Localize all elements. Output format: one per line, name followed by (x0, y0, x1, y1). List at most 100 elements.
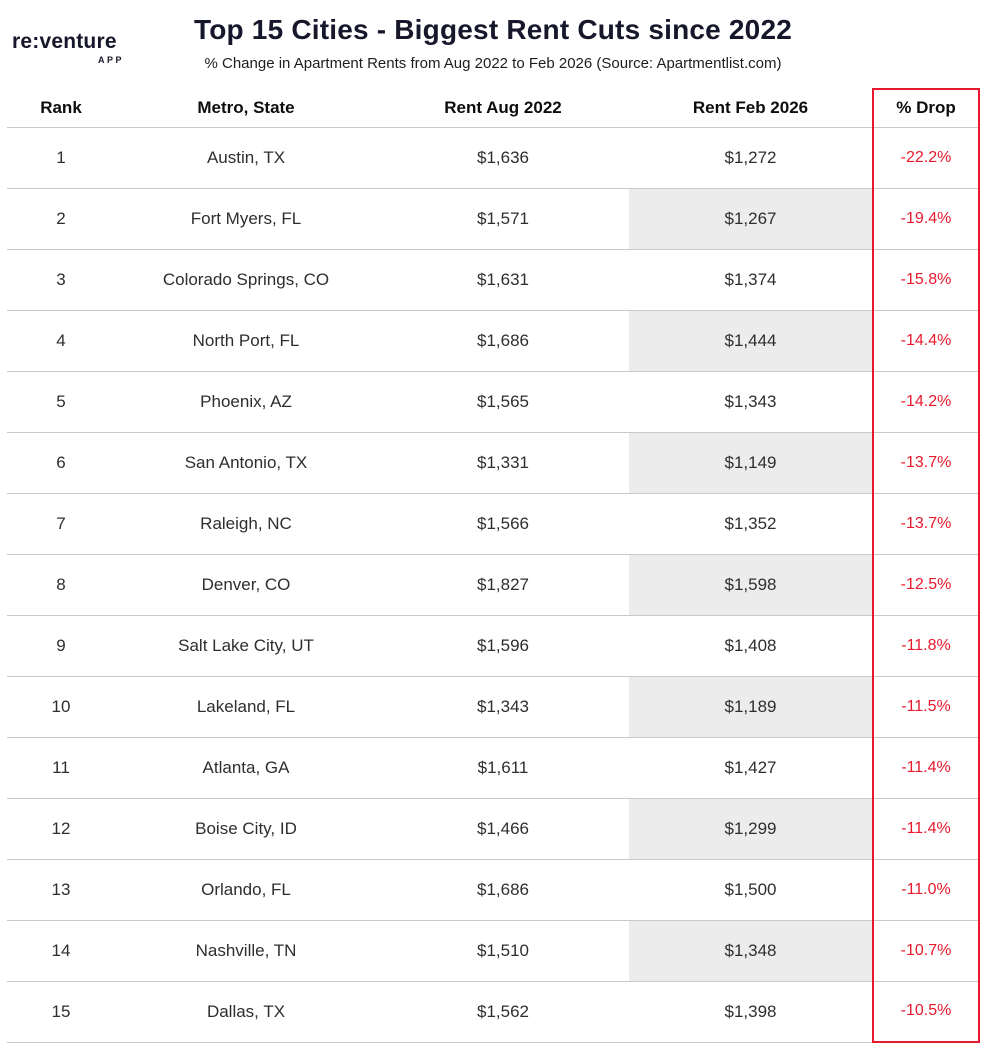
cell-rent-feb-2026: $1,272 (629, 127, 873, 189)
col-header-rank: Rank (7, 89, 115, 128)
cell-rent-feb-2026: $1,267 (629, 188, 873, 250)
table-row: 9 Salt Lake City, UT $1,596 $1,408 -11.8… (7, 615, 980, 677)
cell-pct-drop: -11.4% (872, 737, 980, 799)
col-header-pct-drop: % Drop (872, 88, 980, 128)
reventure-logo: re:venture APP (12, 30, 142, 65)
cell-pct-drop: -10.7% (872, 920, 980, 982)
cell-metro-state: Phoenix, AZ (115, 371, 377, 433)
cell-rent-aug-2022: $1,466 (377, 798, 629, 860)
cell-metro-state: Denver, CO (115, 554, 377, 616)
cell-metro-state: Atlanta, GA (115, 737, 377, 799)
table-row: 3 Colorado Springs, CO $1,631 $1,374 -15… (7, 249, 980, 311)
cell-rank: 3 (7, 249, 115, 311)
col-header-metro-state: Metro, State (115, 89, 377, 128)
page-header: re:venture APP Top 15 Cities - Biggest R… (0, 0, 986, 72)
cell-rank: 2 (7, 188, 115, 250)
table-row: 10 Lakeland, FL $1,343 $1,189 -11.5% (7, 676, 980, 738)
cell-rent-aug-2022: $1,331 (377, 432, 629, 494)
cell-metro-state: Boise City, ID (115, 798, 377, 860)
cell-metro-state: Lakeland, FL (115, 676, 377, 738)
page-title: Top 15 Cities - Biggest Rent Cuts since … (194, 14, 792, 45)
rent-cuts-table: Rank Metro, State Rent Aug 2022 Rent Feb… (7, 88, 980, 1043)
cell-rent-feb-2026: $1,189 (629, 676, 873, 738)
table-header-row: Rank Metro, State Rent Aug 2022 Rent Feb… (7, 88, 980, 128)
reventure-logo-wordmark: re:venture (12, 30, 117, 53)
col-header-rent-aug-2022: Rent Aug 2022 (377, 89, 629, 128)
cell-rank: 12 (7, 798, 115, 860)
table-row: 13 Orlando, FL $1,686 $1,500 -11.0% (7, 859, 980, 921)
cell-rent-aug-2022: $1,636 (377, 127, 629, 189)
cell-rent-aug-2022: $1,686 (377, 310, 629, 372)
cell-metro-state: Salt Lake City, UT (115, 615, 377, 677)
table-row: 8 Denver, CO $1,827 $1,598 -12.5% (7, 554, 980, 616)
table-body: 1 Austin, TX $1,636 $1,272 -22.2% 2 Fort… (7, 127, 980, 1043)
cell-rank: 4 (7, 310, 115, 372)
table-row: 14 Nashville, TN $1,510 $1,348 -10.7% (7, 920, 980, 982)
cell-rent-aug-2022: $1,631 (377, 249, 629, 311)
table-row: 6 San Antonio, TX $1,331 $1,149 -13.7% (7, 432, 980, 494)
page-subtitle: % Change in Apartment Rents from Aug 202… (204, 55, 782, 72)
table-row: 4 North Port, FL $1,686 $1,444 -14.4% (7, 310, 980, 372)
cell-pct-drop: -11.4% (872, 798, 980, 860)
cell-pct-drop: -11.0% (872, 859, 980, 921)
cell-rent-aug-2022: $1,510 (377, 920, 629, 982)
cell-rent-feb-2026: $1,352 (629, 493, 873, 555)
cell-pct-drop: -12.5% (872, 554, 980, 616)
cell-rent-feb-2026: $1,348 (629, 920, 873, 982)
cell-rent-feb-2026: $1,427 (629, 737, 873, 799)
cell-rent-feb-2026: $1,500 (629, 859, 873, 921)
cell-rent-aug-2022: $1,686 (377, 859, 629, 921)
cell-metro-state: San Antonio, TX (115, 432, 377, 494)
cell-rank: 14 (7, 920, 115, 982)
cell-rent-aug-2022: $1,343 (377, 676, 629, 738)
table-row: 5 Phoenix, AZ $1,565 $1,343 -14.2% (7, 371, 980, 433)
cell-rank: 13 (7, 859, 115, 921)
table-row: 1 Austin, TX $1,636 $1,272 -22.2% (7, 127, 980, 189)
cell-metro-state: Dallas, TX (115, 981, 377, 1043)
cell-pct-drop: -13.7% (872, 432, 980, 494)
cell-pct-drop: -11.8% (872, 615, 980, 677)
cell-pct-drop: -19.4% (872, 188, 980, 250)
cell-metro-state: Austin, TX (115, 127, 377, 189)
cell-pct-drop: -14.4% (872, 310, 980, 372)
cell-rent-feb-2026: $1,299 (629, 798, 873, 860)
cell-metro-state: Nashville, TN (115, 920, 377, 982)
cell-rent-aug-2022: $1,611 (377, 737, 629, 799)
table-row: 15 Dallas, TX $1,562 $1,398 -10.5% (7, 981, 980, 1043)
cell-rank: 15 (7, 981, 115, 1043)
col-header-rent-feb-2026: Rent Feb 2026 (629, 89, 873, 128)
cell-metro-state: North Port, FL (115, 310, 377, 372)
cell-rank: 8 (7, 554, 115, 616)
table-row: 12 Boise City, ID $1,466 $1,299 -11.4% (7, 798, 980, 860)
cell-rent-feb-2026: $1,444 (629, 310, 873, 372)
cell-rent-feb-2026: $1,598 (629, 554, 873, 616)
cell-rent-aug-2022: $1,827 (377, 554, 629, 616)
cell-rent-feb-2026: $1,149 (629, 432, 873, 494)
cell-rent-aug-2022: $1,571 (377, 188, 629, 250)
cell-pct-drop: -11.5% (872, 676, 980, 738)
table-row: 11 Atlanta, GA $1,611 $1,427 -11.4% (7, 737, 980, 799)
cell-rank: 11 (7, 737, 115, 799)
cell-metro-state: Raleigh, NC (115, 493, 377, 555)
cell-metro-state: Colorado Springs, CO (115, 249, 377, 311)
cell-pct-drop: -15.8% (872, 249, 980, 311)
cell-pct-drop: -22.2% (872, 127, 980, 189)
cell-metro-state: Fort Myers, FL (115, 188, 377, 250)
cell-rank: 9 (7, 615, 115, 677)
cell-metro-state: Orlando, FL (115, 859, 377, 921)
cell-rent-feb-2026: $1,398 (629, 981, 873, 1043)
cell-pct-drop: -14.2% (872, 371, 980, 433)
cell-rank: 7 (7, 493, 115, 555)
table-row: 2 Fort Myers, FL $1,571 $1,267 -19.4% (7, 188, 980, 250)
cell-rent-feb-2026: $1,408 (629, 615, 873, 677)
cell-rank: 10 (7, 676, 115, 738)
cell-pct-drop: -10.5% (872, 981, 980, 1043)
cell-rank: 5 (7, 371, 115, 433)
cell-rank: 6 (7, 432, 115, 494)
cell-rent-aug-2022: $1,565 (377, 371, 629, 433)
reventure-logo-app-label: APP (97, 55, 124, 65)
cell-rank: 1 (7, 127, 115, 189)
cell-rent-feb-2026: $1,343 (629, 371, 873, 433)
cell-rent-feb-2026: $1,374 (629, 249, 873, 311)
cell-pct-drop: -13.7% (872, 493, 980, 555)
